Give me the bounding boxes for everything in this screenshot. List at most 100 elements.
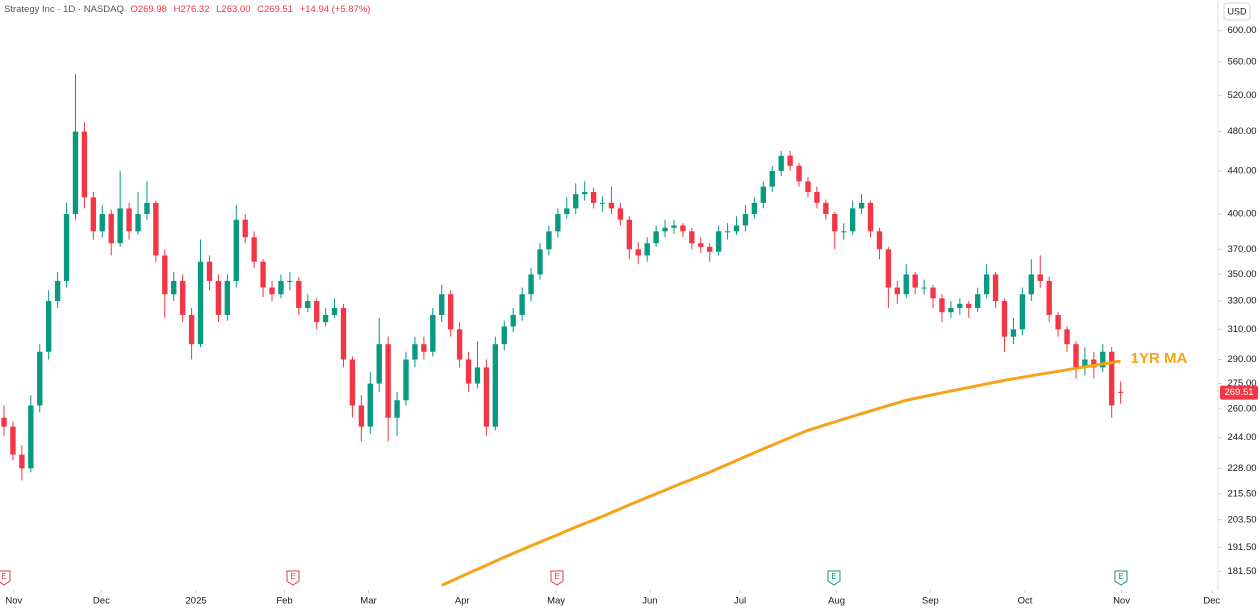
x-tick-label: Nov [5,596,22,607]
candle-body [787,155,793,166]
candles [1,74,1124,481]
candle-body [260,261,266,288]
candle-body [340,307,347,360]
candle-body [948,307,954,313]
candle-body [1117,391,1124,393]
candle-body [1109,351,1115,406]
candle-body [662,227,668,232]
x-tick-label: 2025 [186,596,207,607]
candle-body [483,367,490,427]
candle-body [644,243,650,256]
candle-body [858,202,865,209]
earnings-icon: E [1114,570,1128,586]
y-tick-label: 560.00 [1227,56,1256,67]
candle-body [939,298,945,313]
candle-body [1001,301,1008,337]
candle-body [251,237,257,262]
candle-body [885,249,892,288]
x-tick-label: Jul [734,596,746,607]
y-tick-label: 370.00 [1227,244,1256,255]
y-tick-label: 290.00 [1227,354,1256,365]
symbol-header: Strategy Inc · 1D · NASDAQ O269.98 H276.… [4,4,374,15]
svg-text:E: E [1,572,6,581]
candle-body [465,359,472,384]
price-tag-label: 269.51 [1224,387,1253,398]
candle-body [778,155,784,171]
candle-body [733,225,740,232]
candle-body [1037,274,1043,281]
candle-body [1073,344,1079,368]
candle-body [823,202,829,215]
candle-body [1055,314,1061,330]
change: +14.94 (+5.87%) [299,4,371,15]
candle-body [287,280,293,282]
candle-body [349,359,356,406]
candle-body [975,294,981,308]
candle-body [313,301,320,323]
candle-body [456,329,463,360]
candle-body [10,426,16,455]
candle-body [90,197,97,232]
candle-body [153,202,159,256]
price-tag [1220,385,1258,400]
candle-body [492,344,499,427]
candle-body [430,314,436,352]
x-tick-label: Mar [360,596,376,607]
x-tick-label: Dec [1203,596,1220,607]
candle-body [54,280,61,302]
svg-text:E: E [831,572,836,581]
candle-body [403,359,409,401]
candle-body [439,294,445,315]
candle-body [894,287,900,295]
candle-body [412,344,418,360]
candle-body [46,301,52,352]
candle-body [322,314,329,323]
candle-body [144,202,150,215]
candle-body [242,219,248,238]
y-tick-label: 520.00 [1227,90,1256,101]
y-tick-label: 275.00 [1227,378,1256,389]
y-tick-label: 350.00 [1227,269,1256,280]
candle-body [590,191,597,203]
candle-body [751,202,758,215]
candle-body [1028,274,1034,295]
x-tick-label: Aug [828,596,845,607]
candle-body [1,417,7,427]
open: O269.98 [130,4,167,15]
x-tick-label: May [547,596,565,607]
candle-body [269,287,275,295]
candle-body [573,194,579,209]
candle-body [841,231,847,233]
y-tick-label: 480.00 [1227,126,1256,137]
candle-body [805,181,811,192]
candle-body [179,280,186,315]
x-tick-label: Sep [922,596,939,607]
currency: USD [1227,6,1247,16]
candle-body [1100,351,1106,368]
earnings-icon: E [827,570,841,586]
candle-body [135,214,141,232]
y-tick-label: 203.50 [1227,514,1256,525]
candle-body [421,344,427,352]
candle-body [63,214,70,281]
candle-body [510,314,516,327]
y-tick-label: 440.00 [1227,165,1256,176]
candle-body [671,225,677,228]
svg-text:E: E [1118,572,1123,581]
candle-body [564,208,570,215]
candle-body [447,294,454,330]
moving-average-line [441,359,1121,587]
moving-average-label: 1YR MA [1131,350,1188,367]
candle-body [760,186,766,203]
candle-body [867,202,874,232]
candle-body [117,208,123,244]
candle-body [537,249,543,275]
y-tick-label: 215.50 [1227,488,1256,499]
candle-body [376,344,382,384]
y-tick-label: 310.00 [1227,324,1256,335]
candle-body [278,280,284,295]
candle-body [81,131,88,198]
candle-body [28,405,34,469]
candle-body [72,131,79,215]
